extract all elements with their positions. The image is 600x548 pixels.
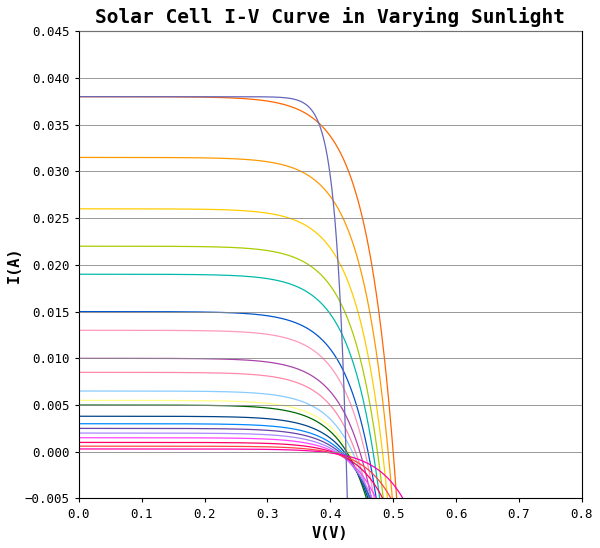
X-axis label: V(V): V(V) [312,526,349,541]
Title: Solar Cell I-V Curve in Varying Sunlight: Solar Cell I-V Curve in Varying Sunlight [95,7,565,27]
Y-axis label: I(A): I(A) [7,247,22,283]
